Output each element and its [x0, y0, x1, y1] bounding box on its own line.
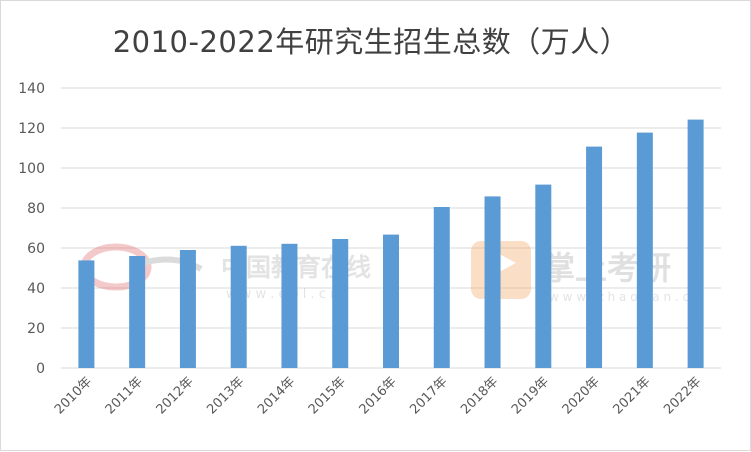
x-tick-label: 2022年 [661, 374, 704, 417]
x-tick-label: 2012年 [154, 374, 197, 417]
x-tick-label: 2020年 [560, 374, 603, 417]
x-tick-label: 2018年 [458, 374, 501, 417]
x-tick-label: 2016年 [357, 374, 400, 417]
bar [78, 260, 95, 368]
x-tick-label: 2011年 [103, 374, 146, 417]
bar [179, 250, 196, 368]
bars [78, 119, 704, 368]
bar [636, 132, 653, 368]
x-tick-label: 2017年 [407, 374, 450, 417]
bar [535, 184, 552, 368]
y-tick-label: 60 [27, 241, 45, 257]
bar [484, 196, 501, 368]
bar [383, 234, 399, 368]
zhangshang-url-text: w w w . z h a o y a n . c n [549, 290, 701, 304]
y-tick-label: 100 [18, 161, 45, 177]
bar [586, 146, 603, 368]
x-tick-label: 2013年 [204, 374, 247, 417]
y-tick-label: 20 [27, 321, 45, 337]
x-tick-label: 2014年 [255, 374, 298, 417]
y-axis-ticks: 0 20 40 60 80 100 120 140 [18, 81, 45, 377]
eol-watermark: 中国教育在线 w w w . e o l . c n [80, 243, 371, 302]
bar [281, 243, 298, 368]
bar [129, 256, 146, 368]
y-tick-label: 140 [18, 81, 45, 97]
bar [687, 119, 704, 368]
zhangshang-watermark: 掌上考研 w w w . z h a o y a n . c n [471, 241, 701, 304]
chart-title: 2010-2022年研究生招生总数（万人） [112, 25, 630, 59]
bar [332, 239, 349, 368]
y-tick-label: 0 [36, 361, 45, 377]
x-tick-label: 2021年 [610, 374, 653, 417]
y-tick-label: 80 [27, 201, 45, 217]
x-tick-label: 2010年 [52, 374, 95, 417]
x-tick-label: 2015年 [306, 374, 349, 417]
y-tick-label: 40 [27, 281, 45, 297]
x-axis-labels: 2010年 2011年 2012年 2013年 2014年 2015年 2016年 2017年… [52, 374, 704, 417]
bar [433, 207, 450, 368]
x-tick-label: 2019年 [509, 374, 552, 417]
y-tick-label: 120 [18, 121, 45, 137]
bar [230, 245, 247, 368]
